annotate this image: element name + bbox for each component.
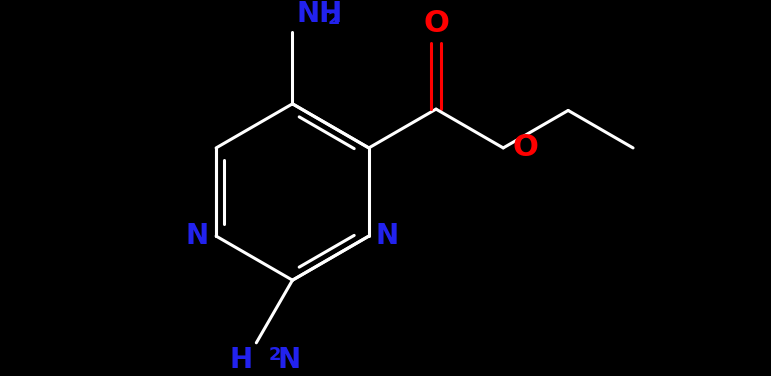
Text: NH: NH: [296, 0, 342, 28]
Text: N: N: [376, 222, 399, 250]
Text: H: H: [230, 346, 253, 374]
Text: 2: 2: [328, 10, 340, 28]
Text: N: N: [186, 222, 209, 250]
Text: N: N: [278, 346, 301, 374]
Text: O: O: [423, 9, 449, 38]
Text: 2: 2: [268, 346, 281, 364]
Text: O: O: [512, 133, 538, 162]
